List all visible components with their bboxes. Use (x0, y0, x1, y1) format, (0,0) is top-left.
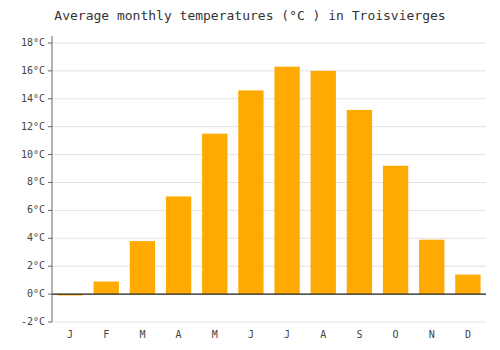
x-tick-label: J (284, 329, 290, 340)
y-tick-label: 4°C (27, 232, 45, 243)
bar (383, 166, 408, 294)
grid-line (52, 154, 486, 155)
x-tick-label: F (103, 329, 109, 340)
x-tick-label: J (248, 329, 254, 340)
y-tick-label: 10°C (21, 149, 45, 160)
y-tick-label: -2°C (21, 316, 45, 327)
y-tick (48, 210, 52, 211)
bars (57, 67, 480, 296)
y-tick (48, 98, 52, 99)
grid-line (52, 98, 486, 99)
y-tick (48, 294, 52, 295)
y-tick-label: 2°C (27, 260, 45, 271)
x-tick-label: A (176, 329, 182, 340)
bar (419, 240, 444, 294)
y-axis-line (52, 36, 53, 322)
x-tick-label: S (356, 329, 362, 340)
grid-line (52, 238, 486, 239)
grid-line (52, 322, 486, 323)
y-tick (48, 126, 52, 127)
x-tick-label: N (429, 329, 435, 340)
y-tick-label: 12°C (21, 121, 45, 132)
y-tick-label: 18°C (21, 37, 45, 48)
chart-container: -2°C 0°C 2°C 4°C 6°C 8°C 10°C 12°C 14°C 16°C 18°C J… (0, 0, 500, 350)
x-tick-label: J (67, 329, 73, 340)
x-tick-label: A (320, 329, 326, 340)
zero-line (52, 293, 486, 294)
grid-line (52, 126, 486, 127)
y-tick-label: 6°C (27, 204, 45, 215)
grid-line (52, 42, 486, 43)
y-tick (48, 322, 52, 323)
title: Average monthly temperatures (°C ) in Tr… (54, 8, 445, 23)
grid-line (52, 182, 486, 183)
grid-line (52, 210, 486, 211)
bar (166, 196, 191, 294)
y-tick (48, 266, 52, 267)
bar (274, 67, 299, 294)
bar (94, 282, 119, 295)
bar (347, 110, 372, 294)
y-tick-label: 0°C (27, 288, 45, 299)
y-tick-label: 16°C (21, 65, 45, 76)
x-tick-label: M (139, 329, 145, 340)
bar (311, 71, 336, 294)
bar (238, 90, 263, 294)
y-tick (48, 42, 52, 43)
grid-line (52, 70, 486, 71)
bar (455, 275, 480, 295)
y-tick (48, 70, 52, 71)
bar (130, 241, 155, 294)
y-tick-label: 8°C (27, 176, 45, 187)
y-tick (48, 182, 52, 183)
y-tick-label: 14°C (21, 93, 45, 104)
grid-line (52, 294, 486, 295)
bar (202, 134, 227, 294)
x-tick-label: D (465, 329, 471, 340)
y-axis: -2°C 0°C 2°C 4°C 6°C 8°C 10°C 12°C 14°C 16°C 18°C (21, 37, 52, 327)
x-axis: JFMAMJJASOND (67, 329, 471, 340)
y-tick (48, 238, 52, 239)
x-tick-label: O (393, 329, 399, 340)
grid (52, 43, 486, 322)
x-tick-label: M (212, 329, 218, 340)
chart-svg: -2°C 0°C 2°C 4°C 6°C 8°C 10°C 12°C 14°C 16°C 18°C J… (0, 0, 500, 350)
y-tick (48, 154, 52, 155)
